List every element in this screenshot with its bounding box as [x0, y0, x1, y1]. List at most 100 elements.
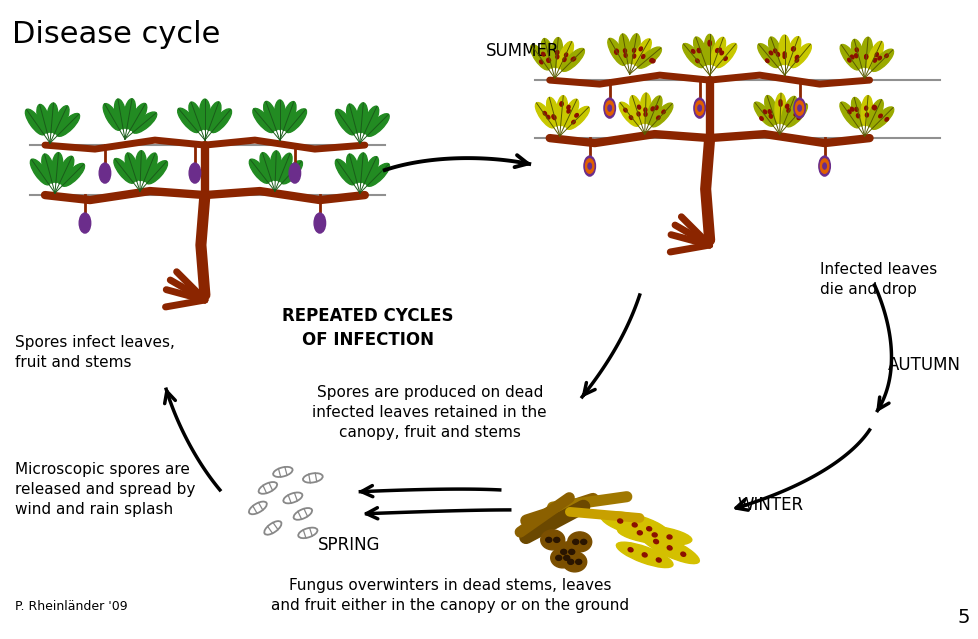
Ellipse shape	[703, 35, 714, 65]
Ellipse shape	[572, 539, 578, 544]
Ellipse shape	[617, 519, 622, 523]
Ellipse shape	[839, 45, 859, 70]
Ellipse shape	[129, 104, 147, 130]
Ellipse shape	[277, 153, 291, 181]
Ellipse shape	[248, 158, 269, 183]
Ellipse shape	[761, 110, 765, 114]
Ellipse shape	[864, 114, 867, 118]
Ellipse shape	[273, 467, 292, 477]
Ellipse shape	[692, 55, 695, 58]
Ellipse shape	[865, 47, 867, 50]
Ellipse shape	[650, 103, 672, 127]
Ellipse shape	[631, 53, 634, 58]
Ellipse shape	[697, 105, 700, 111]
Ellipse shape	[861, 38, 871, 68]
Ellipse shape	[274, 99, 285, 130]
Ellipse shape	[782, 54, 785, 58]
Ellipse shape	[335, 110, 355, 135]
Ellipse shape	[637, 531, 642, 535]
Ellipse shape	[567, 559, 573, 564]
Ellipse shape	[560, 550, 566, 555]
Ellipse shape	[248, 502, 267, 514]
Ellipse shape	[362, 107, 378, 134]
Ellipse shape	[314, 213, 326, 233]
Text: Infected leaves
die and drop: Infected leaves die and drop	[819, 262, 936, 297]
Text: 5: 5	[956, 608, 969, 627]
Ellipse shape	[588, 163, 591, 169]
Text: SPRING: SPRING	[318, 536, 380, 554]
Ellipse shape	[580, 539, 586, 544]
Ellipse shape	[618, 102, 639, 127]
Ellipse shape	[758, 109, 762, 112]
Ellipse shape	[623, 40, 626, 44]
Ellipse shape	[882, 121, 886, 125]
Ellipse shape	[793, 98, 805, 118]
Ellipse shape	[544, 52, 548, 56]
Ellipse shape	[142, 153, 157, 181]
Ellipse shape	[178, 109, 199, 132]
Ellipse shape	[775, 94, 785, 123]
Ellipse shape	[761, 56, 765, 59]
Ellipse shape	[642, 553, 646, 557]
Ellipse shape	[882, 54, 885, 58]
Ellipse shape	[633, 54, 636, 58]
Ellipse shape	[867, 42, 882, 69]
Ellipse shape	[793, 49, 796, 52]
Ellipse shape	[861, 96, 871, 126]
Ellipse shape	[346, 154, 360, 183]
Ellipse shape	[569, 104, 572, 108]
Ellipse shape	[556, 555, 561, 560]
Ellipse shape	[613, 47, 616, 51]
Ellipse shape	[650, 109, 653, 113]
Ellipse shape	[258, 482, 277, 494]
Ellipse shape	[302, 473, 323, 482]
Text: Spores are produced on dead
infected leaves retained in the
canopy, fruit and st: Spores are produced on dead infected lea…	[312, 385, 547, 440]
Ellipse shape	[563, 555, 569, 560]
Ellipse shape	[570, 59, 573, 63]
Ellipse shape	[603, 98, 615, 118]
Ellipse shape	[146, 160, 168, 184]
Ellipse shape	[637, 111, 640, 114]
Ellipse shape	[698, 46, 701, 50]
Ellipse shape	[551, 37, 562, 68]
Ellipse shape	[631, 116, 635, 119]
Ellipse shape	[52, 153, 63, 183]
Text: WINTER: WINTER	[736, 496, 803, 514]
Ellipse shape	[766, 56, 769, 59]
Ellipse shape	[778, 35, 789, 65]
Ellipse shape	[717, 52, 720, 56]
Ellipse shape	[260, 152, 274, 181]
Ellipse shape	[289, 163, 300, 183]
Ellipse shape	[693, 98, 705, 118]
Ellipse shape	[653, 539, 658, 544]
Text: Fungus overwinters in dead stems, leaves
and fruit either in the canopy or on th: Fungus overwinters in dead stems, leaves…	[271, 578, 628, 613]
Ellipse shape	[555, 52, 557, 56]
Text: Disease cycle: Disease cycle	[12, 20, 220, 49]
Ellipse shape	[346, 104, 359, 133]
Ellipse shape	[62, 164, 84, 187]
Text: REPEATED CYCLES
OF INFECTION: REPEATED CYCLES OF INFECTION	[282, 307, 453, 349]
Ellipse shape	[644, 113, 646, 118]
Ellipse shape	[639, 53, 642, 57]
Ellipse shape	[200, 100, 210, 130]
Ellipse shape	[560, 115, 563, 119]
Ellipse shape	[659, 115, 663, 118]
Ellipse shape	[575, 559, 581, 564]
Ellipse shape	[585, 159, 594, 173]
Ellipse shape	[646, 527, 651, 531]
Ellipse shape	[715, 44, 735, 68]
Ellipse shape	[628, 35, 640, 64]
Ellipse shape	[570, 61, 574, 65]
Ellipse shape	[540, 530, 564, 550]
Ellipse shape	[780, 96, 796, 125]
Ellipse shape	[583, 156, 595, 176]
Ellipse shape	[79, 213, 91, 233]
Ellipse shape	[125, 153, 139, 181]
Ellipse shape	[851, 53, 855, 56]
Ellipse shape	[796, 52, 800, 56]
Ellipse shape	[293, 508, 312, 520]
Ellipse shape	[795, 101, 803, 115]
Ellipse shape	[568, 550, 574, 555]
Ellipse shape	[640, 93, 650, 123]
Ellipse shape	[694, 101, 703, 115]
